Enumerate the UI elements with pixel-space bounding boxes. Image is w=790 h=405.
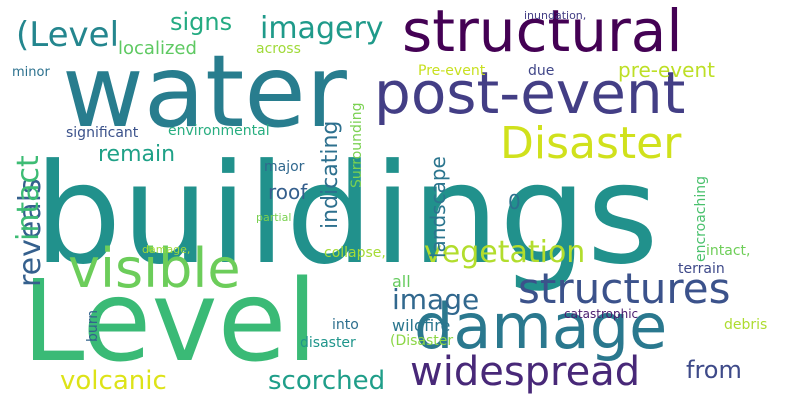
word: pre-event [618, 58, 715, 82]
word: signs [170, 8, 233, 36]
word: catastrophic [564, 307, 639, 321]
word: significant [66, 125, 139, 141]
word: widespread [410, 349, 641, 395]
word: Pre-event [418, 63, 486, 79]
word: landscape [426, 156, 450, 258]
word: environmental [168, 123, 270, 139]
word: indicating [318, 120, 343, 229]
word: all [392, 272, 411, 291]
word: minor [12, 65, 50, 80]
word: across [256, 41, 301, 57]
word: (Disaster [390, 333, 454, 349]
word: image [392, 283, 480, 316]
word: water [62, 33, 347, 150]
word: due [528, 63, 555, 79]
word: structural [402, 0, 683, 65]
word: debris [724, 317, 768, 333]
word: post-event [374, 59, 686, 127]
word: partial [256, 211, 292, 224]
word: scorched [268, 366, 386, 396]
word: intact [11, 155, 46, 241]
word: terrain [678, 261, 725, 277]
word: into [332, 317, 359, 333]
word: vegetation [424, 235, 586, 270]
word: damage [414, 290, 668, 363]
word: wildfire [392, 316, 451, 335]
word: roof [268, 180, 308, 204]
word: Disaster [500, 118, 682, 169]
word: Level [22, 257, 318, 387]
word: disaster [300, 335, 356, 351]
word: structures [518, 264, 731, 313]
word: from [686, 356, 742, 384]
word: buildings [34, 134, 659, 295]
word: major [264, 159, 305, 175]
word: (Level [16, 15, 120, 55]
word: Surrounding [349, 102, 365, 188]
word: localized [118, 38, 197, 59]
word: burn [85, 309, 101, 342]
word: collapse, [324, 245, 386, 261]
word: remain [98, 142, 176, 167]
word: damage, [142, 243, 191, 256]
word: 0 [508, 190, 521, 214]
word: imagery [260, 11, 384, 46]
word: visible [68, 237, 241, 300]
word: volcanic [60, 366, 167, 396]
word: intact, [706, 243, 751, 259]
word: inundation, [524, 9, 587, 22]
